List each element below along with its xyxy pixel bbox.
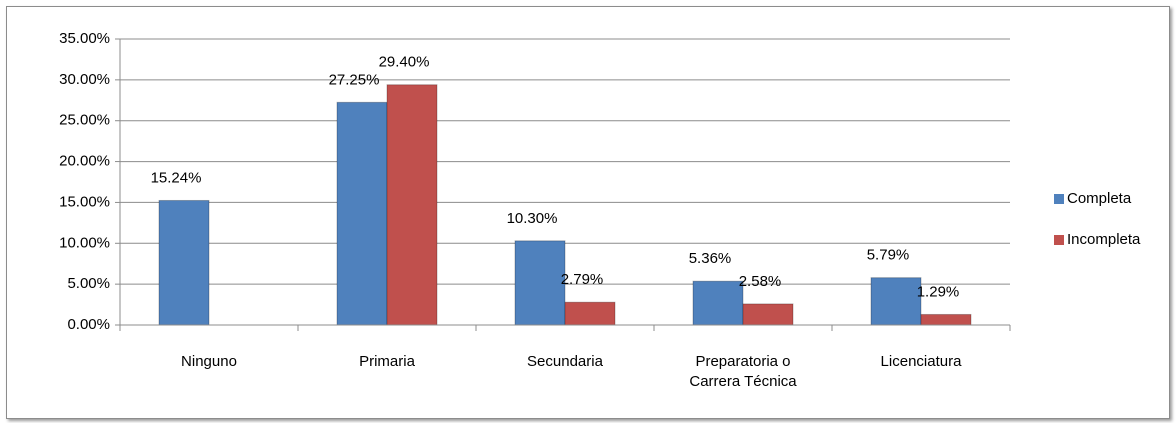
data-label: 15.24%: [151, 169, 202, 186]
legend-label: Completa: [1067, 190, 1132, 207]
y-tick-label: 20.00%: [59, 153, 110, 170]
bar: [920, 313, 972, 326]
y-tick-label: 30.00%: [59, 71, 110, 88]
bar: [158, 199, 210, 326]
y-tick-label: 35.00%: [59, 30, 110, 47]
x-tick-label: Secundaria: [527, 353, 603, 370]
bar: [386, 84, 438, 326]
data-label: 10.30%: [507, 210, 558, 227]
data-label: 29.40%: [379, 54, 430, 71]
legend-swatch: [1054, 235, 1064, 245]
data-label: 5.79%: [867, 247, 910, 264]
data-label: 27.25%: [329, 71, 380, 88]
bar: [564, 301, 616, 326]
legend-label: Incompleta: [1067, 231, 1141, 248]
bar: [870, 277, 922, 326]
data-label: 2.58%: [739, 273, 782, 290]
x-tick-label: Primaria: [359, 353, 415, 370]
bar: [514, 240, 566, 326]
x-tick-label: Preparatoria o Carrera Técnica: [689, 353, 797, 390]
y-tick-label: 0.00%: [67, 316, 110, 333]
y-tick-label: 5.00%: [67, 275, 110, 292]
x-tick-label: Ninguno: [181, 353, 237, 370]
y-tick-label: 25.00%: [59, 112, 110, 129]
data-label: 2.79%: [561, 271, 604, 288]
data-label: 5.36%: [689, 250, 732, 267]
bar: [742, 303, 794, 326]
y-tick-label: 15.00%: [59, 193, 110, 210]
y-tick-label: 10.00%: [59, 234, 110, 251]
x-tick-label: Licenciatura: [880, 353, 962, 370]
bar: [336, 101, 388, 326]
bar: [692, 280, 744, 326]
data-label: 1.29%: [917, 283, 960, 300]
legend-swatch: [1054, 194, 1064, 204]
